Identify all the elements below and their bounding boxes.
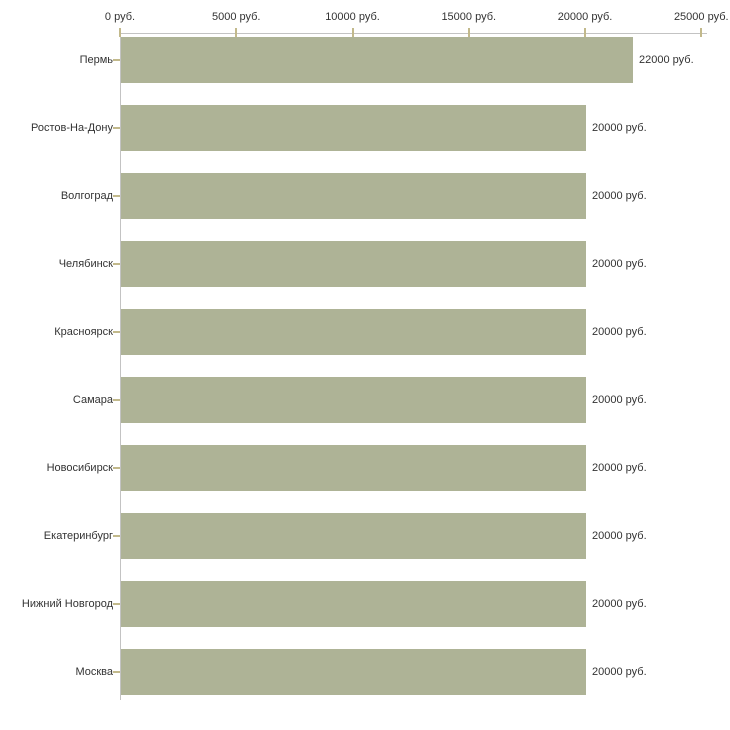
plot-area <box>120 33 707 700</box>
bar-6 <box>121 377 586 423</box>
value-label: 20000 руб. <box>592 326 647 338</box>
y-axis-tick <box>113 535 120 537</box>
y-axis-tick <box>113 195 120 197</box>
category-label: Нижний Новгород <box>21 598 113 610</box>
bar-7 <box>121 445 586 491</box>
x-axis-tick <box>700 28 703 37</box>
x-axis-tick <box>119 28 121 37</box>
value-label: 20000 руб. <box>592 122 647 134</box>
y-axis-tick <box>113 671 120 673</box>
value-label: 20000 руб. <box>592 530 647 542</box>
y-axis-tick <box>113 467 120 469</box>
category-label: Москва <box>75 666 113 678</box>
x-axis-tick-label: 5000 руб. <box>211 11 261 23</box>
y-axis-tick <box>113 263 120 265</box>
bar-3 <box>121 173 586 219</box>
bar-4 <box>121 241 586 287</box>
category-label: Екатеринбург <box>43 530 113 542</box>
x-axis-tick-label: 15000 руб. <box>441 11 497 23</box>
value-label: 20000 руб. <box>592 462 647 474</box>
value-label: 20000 руб. <box>592 394 647 406</box>
category-label: Новосибирск <box>46 462 113 474</box>
value-label: 20000 руб. <box>592 666 647 678</box>
x-axis-tick <box>351 28 354 37</box>
x-axis-tick <box>235 28 238 37</box>
x-axis-tick-label: 20000 руб. <box>557 11 613 23</box>
value-label: 20000 руб. <box>592 258 647 270</box>
x-axis-tick-label: 25000 руб. <box>673 11 729 23</box>
bar-5 <box>121 309 586 355</box>
category-label: Самара <box>72 394 113 406</box>
category-label: Челябинск <box>58 258 113 270</box>
x-axis-tick-label: 0 руб. <box>104 11 136 23</box>
category-label: Красноярск <box>54 326 113 338</box>
y-axis-tick <box>113 331 120 333</box>
bar-10 <box>121 649 586 695</box>
bar-1 <box>121 37 633 83</box>
bar-2 <box>121 105 586 151</box>
y-axis-tick <box>113 603 120 605</box>
x-axis-tick <box>467 28 470 37</box>
y-axis-tick <box>113 59 120 61</box>
bar-9 <box>121 581 586 627</box>
value-label: 20000 руб. <box>592 190 647 202</box>
x-axis-tick-label: 10000 руб. <box>325 11 380 23</box>
category-label: Пермь <box>79 54 113 66</box>
category-label: Ростов-На-Дону <box>30 122 113 134</box>
category-label: Волгоград <box>60 190 113 202</box>
value-label: 20000 руб. <box>592 598 647 610</box>
y-axis-tick <box>113 127 120 129</box>
x-axis-tick <box>584 28 586 37</box>
value-label: 22000 руб. <box>639 54 694 66</box>
y-axis-tick <box>113 399 120 401</box>
bar-8 <box>121 513 586 559</box>
